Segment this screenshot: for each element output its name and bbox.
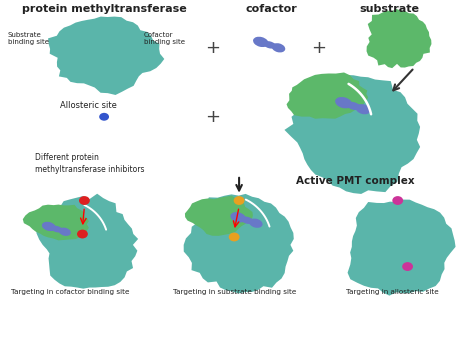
Text: Allosteric site: Allosteric site	[60, 101, 117, 110]
Polygon shape	[183, 194, 294, 293]
Ellipse shape	[335, 97, 352, 108]
Polygon shape	[36, 194, 138, 289]
Ellipse shape	[253, 37, 268, 47]
Text: Cofactor
binding site: Cofactor binding site	[144, 32, 184, 45]
Text: +: +	[205, 39, 220, 57]
Text: substrate: substrate	[360, 4, 420, 15]
Text: cofactor: cofactor	[246, 4, 298, 15]
Text: Different protein
methyltransferase inhibitors: Different protein methyltransferase inhi…	[35, 153, 145, 174]
Text: +: +	[205, 108, 220, 126]
Text: Substrate
binding site: Substrate binding site	[8, 32, 48, 45]
Ellipse shape	[263, 41, 276, 49]
Ellipse shape	[79, 196, 90, 205]
Polygon shape	[287, 72, 368, 119]
Ellipse shape	[356, 104, 371, 114]
Text: Targeting in substrate binding site: Targeting in substrate binding site	[173, 289, 296, 295]
Ellipse shape	[346, 102, 361, 110]
Ellipse shape	[234, 196, 245, 205]
Ellipse shape	[77, 230, 88, 239]
Ellipse shape	[402, 262, 413, 271]
Ellipse shape	[42, 222, 56, 231]
Ellipse shape	[230, 212, 246, 222]
Polygon shape	[366, 9, 431, 68]
Polygon shape	[284, 74, 420, 194]
Ellipse shape	[99, 113, 109, 121]
Polygon shape	[185, 196, 253, 236]
Polygon shape	[23, 204, 89, 240]
Text: +: +	[311, 39, 327, 57]
Text: Targeting in allosteric site: Targeting in allosteric site	[346, 289, 438, 295]
Polygon shape	[347, 199, 456, 296]
Text: Active PMT complex: Active PMT complex	[296, 176, 415, 186]
Ellipse shape	[392, 196, 403, 205]
Polygon shape	[48, 17, 164, 95]
Ellipse shape	[51, 226, 63, 233]
Text: protein methyltransferase: protein methyltransferase	[22, 4, 186, 15]
Ellipse shape	[59, 227, 71, 236]
Ellipse shape	[240, 216, 254, 224]
Text: Targeting in cofactor binding site: Targeting in cofactor binding site	[10, 289, 129, 295]
Ellipse shape	[229, 233, 239, 241]
Ellipse shape	[249, 219, 263, 228]
Ellipse shape	[272, 43, 285, 52]
